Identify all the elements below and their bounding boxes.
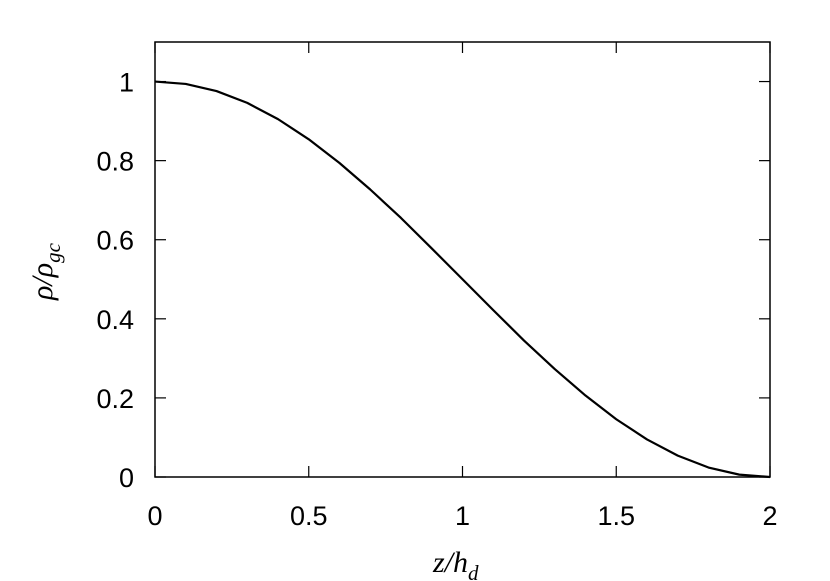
tick-labels: 0 0.5 1 1.5 2 0 0.2 0.4 0.6 0.8 1	[96, 68, 777, 531]
ticks	[154, 42, 771, 478]
series-layer	[154, 80, 771, 479]
y-tick-label: 0.8	[96, 147, 134, 177]
plot-frame	[154, 41, 771, 478]
y-tick-label: 0	[119, 463, 134, 493]
y-tick-label: 0.2	[96, 384, 134, 414]
x-axis-label-sub: d	[468, 561, 479, 581]
y-axis-label-sub: gc	[41, 242, 65, 263]
y-tick-label: 1	[119, 68, 134, 98]
y-axis-label: ρ/ρgc	[26, 242, 65, 301]
y-tick-label: 0.6	[96, 226, 134, 256]
x-axis-label: z/hd	[432, 546, 479, 581]
y-tick-label: 0.4	[96, 305, 134, 335]
x-axis-label-main: z/h	[432, 546, 468, 579]
x-tick-label: 0.5	[290, 501, 328, 531]
x-tick-label: 1.5	[597, 501, 635, 531]
x-tick-label: 2	[762, 501, 777, 531]
x-tick-label: 1	[455, 501, 470, 531]
y-axis-label-main: ρ/ρ	[26, 263, 59, 301]
series-line	[154, 80, 771, 479]
x-tick-label: 0	[147, 501, 162, 531]
